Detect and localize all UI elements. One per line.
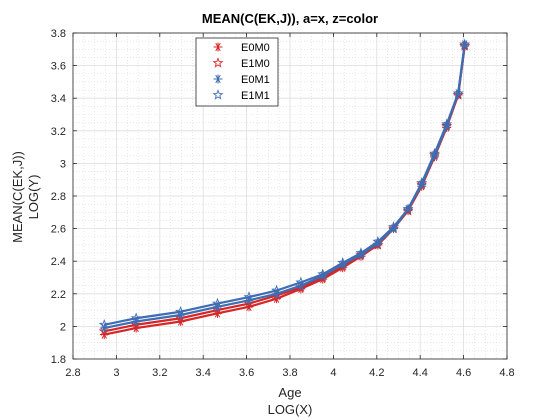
data-point	[175, 312, 187, 323]
data-point	[212, 297, 224, 309]
legend-item: E1M0	[212, 57, 270, 70]
data-point	[372, 235, 384, 247]
x-tick-label: 4.2	[369, 367, 384, 379]
legend-item: E1M1	[212, 89, 270, 102]
data-point	[98, 318, 110, 330]
data-point	[452, 87, 464, 98]
legend: E0M0 E1M0 E0M1 E1M1	[195, 37, 279, 107]
data-point	[355, 247, 367, 258]
y-tick-label: 3.6	[51, 61, 66, 73]
y-tick-label: 3.2	[51, 126, 66, 138]
series-layer	[98, 38, 471, 340]
series-line	[104, 44, 466, 326]
x-tick-label: 4	[330, 367, 336, 379]
y-tick-label: 2.4	[51, 256, 66, 268]
y-tick-label: 2.8	[51, 191, 66, 203]
legend-label: E1M0	[241, 58, 270, 70]
x-tick-label: 4.8	[499, 367, 514, 379]
x-tick-label: 3.4	[196, 367, 211, 379]
data-point	[388, 221, 400, 232]
chart-title: MEAN(C(EK,J)), a=x, z=color	[202, 11, 378, 26]
x-tick-label: 2.8	[65, 367, 80, 379]
data-point	[212, 89, 224, 100]
y-tick-label: 1.8	[51, 354, 66, 366]
x-axis-ticks: 2.8 3 3.2 3.4 3.6 3.8 4 4.2 4.4 4.6 4.8	[65, 33, 515, 379]
y-tick-label: 3.8	[51, 28, 66, 40]
data-point	[429, 147, 441, 159]
x-tick-label: 3.8	[282, 367, 297, 379]
y-tick-label: 2.6	[51, 224, 66, 236]
data-point	[243, 297, 255, 309]
data-point	[213, 42, 223, 52]
y-axis-sublabel: LOG(Y)	[26, 175, 41, 220]
data-point	[459, 38, 471, 50]
data-point	[212, 57, 224, 68]
data-point	[130, 318, 142, 330]
data-point	[98, 325, 110, 336]
x-axis-sublabel: LOG(X)	[268, 402, 313, 417]
legend-box	[195, 37, 279, 107]
x-tick-label: 3.2	[152, 367, 167, 379]
data-point	[416, 177, 428, 188]
data-point	[243, 291, 255, 302]
x-axis-label: Age	[278, 385, 301, 400]
series-e1m1	[98, 38, 471, 330]
data-point	[441, 118, 453, 129]
y-tick-label: 3.4	[51, 93, 66, 105]
x-tick-label: 4.6	[456, 367, 471, 379]
data-point	[402, 203, 414, 214]
y-tick-label: 2.2	[51, 289, 66, 301]
legend-items: E0M0 E1M0 E0M1 E1M1	[212, 42, 270, 102]
y-tick-label: 3	[60, 158, 66, 170]
x-tick-label: 3.6	[239, 367, 254, 379]
data-point	[317, 268, 329, 279]
x-tick-label: 3	[113, 367, 119, 379]
y-tick-label: 2	[60, 321, 66, 333]
legend-item: E0M1	[213, 74, 270, 86]
legend-label: E0M1	[241, 74, 270, 86]
y-axis-ticks: 1.8 2 2.2 2.4 2.6 2.8 3 3.2 3.4 3.6 3.8	[51, 28, 507, 366]
data-point	[130, 312, 142, 323]
data-point	[337, 257, 349, 268]
x-tick-label: 4.4	[413, 367, 428, 379]
legend-label: E1M1	[241, 90, 270, 102]
legend-item: E0M0	[213, 42, 270, 54]
data-point	[175, 305, 187, 317]
y-axis-label: MEAN(C(EK,J))	[10, 151, 25, 243]
data-point	[271, 284, 283, 296]
legend-label: E0M0	[241, 42, 270, 54]
data-point	[295, 276, 307, 288]
data-point	[213, 74, 223, 84]
